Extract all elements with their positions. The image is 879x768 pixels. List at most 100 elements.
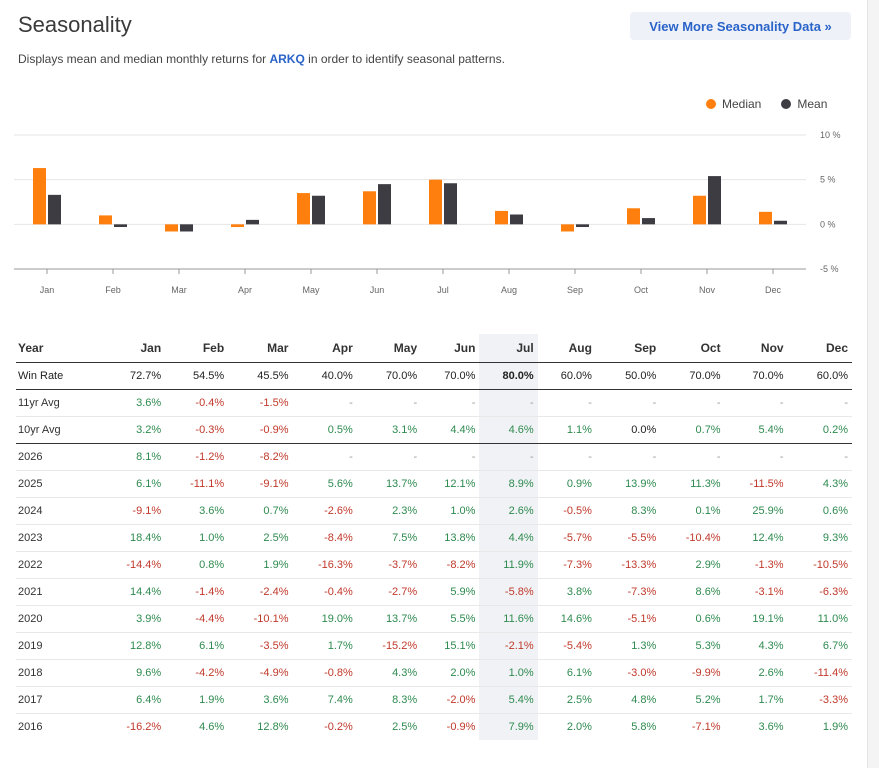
table-cell: -1.3% — [724, 550, 788, 578]
mean-bar-jul[interactable] — [444, 183, 457, 225]
table-cell: 2.6% — [724, 658, 788, 686]
table-cell: 3.6% — [228, 685, 293, 713]
table-cell: -3.7% — [356, 550, 422, 578]
mean-bar-dec[interactable] — [774, 220, 787, 225]
median-bar-jan[interactable] — [33, 168, 46, 225]
mean-bar-jan[interactable] — [48, 194, 61, 225]
legend-median[interactable]: Median — [706, 97, 761, 111]
row-label: 2023 — [16, 523, 101, 551]
table-cell: -14.4% — [100, 550, 166, 578]
row-label: 2025 — [16, 469, 101, 497]
table-cell: -5.1% — [595, 604, 661, 632]
table-cell: 8.3% — [356, 685, 422, 713]
mean-bar-feb[interactable] — [114, 224, 127, 228]
table-cell: 13.9% — [595, 469, 661, 497]
page-margin — [868, 0, 879, 768]
column-header-9: Sep — [634, 340, 657, 355]
table-cell: 4.6% — [479, 415, 538, 444]
seasonality-bar-chart: 10 % 5 % 0 % -5 % Jan Feb Mar Apr May Jun Jul Aug Se… — [14, 130, 841, 295]
table-cell: -5.4% — [537, 631, 596, 659]
mean-bar-nov[interactable] — [708, 176, 721, 225]
table-cell: 54.5% — [165, 361, 229, 390]
mean-bar-oct[interactable] — [642, 218, 655, 225]
chart-legend: Median Mean — [706, 97, 827, 111]
table-cell: 4.8% — [595, 685, 661, 713]
x-tick-label-nov: Nov — [699, 285, 716, 295]
table-cell: 0.1% — [660, 496, 725, 524]
median-bar-dec[interactable] — [759, 211, 772, 225]
median-bar-aug[interactable] — [495, 210, 508, 225]
median-bar-jul[interactable] — [429, 179, 442, 225]
column-header-1: Jan — [140, 340, 162, 355]
mean-bar-may[interactable] — [312, 195, 325, 225]
median-bar-jun[interactable] — [363, 191, 376, 225]
table-cell: 8.9% — [479, 469, 538, 497]
table-cell: - — [479, 442, 538, 470]
legend-mean[interactable]: Mean — [781, 97, 827, 111]
table-cell: 0.6% — [660, 604, 725, 632]
table-cell: - — [421, 388, 480, 416]
table-cell: -4.2% — [165, 658, 229, 686]
table-cell: 5.4% — [724, 415, 788, 444]
table-cell: -5.8% — [479, 577, 538, 605]
table-cell: - — [724, 388, 788, 416]
column-header-0: Year — [18, 340, 44, 355]
mean-bar-apr[interactable] — [246, 219, 259, 225]
x-tick-label-dec: Dec — [765, 285, 782, 295]
table-cell: 5.6% — [292, 469, 357, 497]
table-cell: 7.5% — [356, 523, 422, 551]
table-cell: -2.1% — [479, 631, 538, 659]
x-tick-label-feb: Feb — [105, 285, 121, 295]
table-cell: - — [356, 442, 422, 470]
mean-bar-sep[interactable] — [576, 224, 589, 228]
row-label: 11yr Avg — [16, 388, 101, 416]
table-row: 2019 12.8% 6.1% -3.5% 1.7% -15.2% 15.1% -2.1% -5… — [16, 631, 852, 659]
table-cell: 4.3% — [787, 469, 852, 497]
median-bar-apr[interactable] — [231, 224, 244, 228]
table-cell: -10.4% — [660, 523, 725, 551]
median-bar-mar[interactable] — [165, 224, 178, 232]
median-bar-feb[interactable] — [99, 215, 112, 225]
table-cell: 2.0% — [421, 658, 480, 686]
table-cell: 1.1% — [537, 415, 596, 444]
legend-median-label: Median — [722, 97, 762, 111]
table-row: 2023 18.4% 1.0% 2.5% -8.4% 7.5% 13.8% 4.4% -5.7%… — [16, 523, 852, 551]
median-bar-nov[interactable] — [693, 195, 706, 225]
table-body: Win Rate 72.7% 54.5% 45.5% 40.0% 70.0% 70.0% 80… — [16, 361, 852, 740]
x-tick-label-jan: Jan — [40, 285, 55, 295]
median-bar-oct[interactable] — [627, 208, 640, 225]
table-cell: - — [787, 442, 852, 470]
median-bar-sep[interactable] — [561, 224, 574, 232]
table-cell: 4.3% — [724, 631, 788, 659]
table-cell: -3.3% — [787, 685, 852, 713]
table-cell: 3.6% — [724, 712, 788, 740]
row-label: 2017 — [16, 685, 101, 713]
median-bar-may[interactable] — [297, 193, 310, 225]
table-cell: 8.3% — [595, 496, 661, 524]
table-cell: 19.1% — [724, 604, 788, 632]
table-cell: - — [660, 442, 725, 470]
table-cell: -3.0% — [595, 658, 661, 686]
mean-dot-icon — [781, 99, 792, 109]
mean-bar-jun[interactable] — [378, 184, 391, 225]
row-label: 2020 — [16, 604, 101, 632]
table-cell: -2.0% — [421, 685, 480, 713]
mean-bar-mar[interactable] — [180, 224, 193, 232]
table-cell: 5.5% — [421, 604, 480, 632]
ticker-link[interactable]: ARKQ — [269, 52, 305, 66]
table-cell: 2.0% — [537, 712, 596, 740]
table-cell: -0.2% — [292, 712, 357, 740]
table-cell: 4.3% — [356, 658, 422, 686]
table-cell: 3.6% — [165, 496, 229, 524]
table-cell: 2.5% — [228, 523, 293, 551]
table-cell: 25.9% — [724, 496, 788, 524]
mean-bar-aug[interactable] — [510, 214, 523, 225]
table-cell: - — [537, 442, 596, 470]
x-tick-label-aug: Aug — [501, 285, 517, 295]
table-cell: -4.9% — [228, 658, 293, 686]
table-cell: 0.9% — [537, 469, 596, 497]
table-cell: 1.0% — [421, 496, 480, 524]
view-more-seasonality-button[interactable]: View More Seasonality Data » — [630, 12, 851, 40]
table-cell: 5.8% — [595, 712, 661, 740]
